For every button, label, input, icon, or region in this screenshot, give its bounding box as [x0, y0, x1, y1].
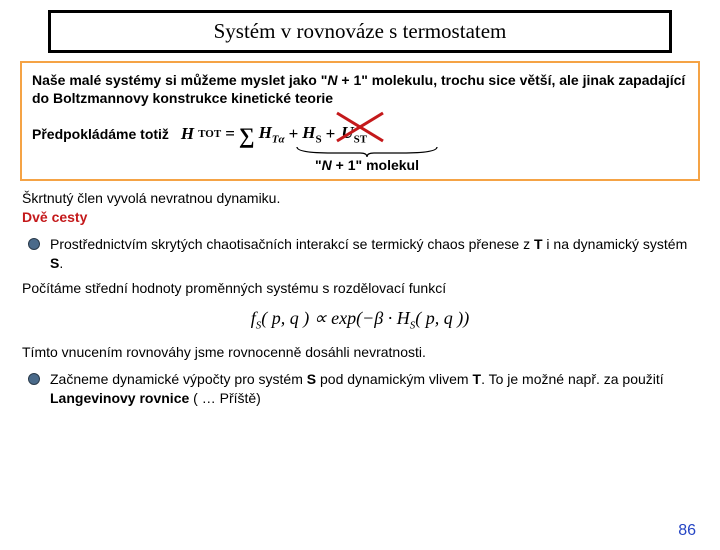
- assumption-label: Předpokládáme totiž: [32, 126, 169, 142]
- p1b: Dvě cesty: [22, 209, 87, 225]
- bullet-icon: [28, 373, 40, 385]
- bullet-1: Prostřednictvím skrytých chaotisačních i…: [22, 235, 698, 273]
- b1e: .: [59, 255, 63, 271]
- b2b: pod dynamickým vlivem: [316, 371, 472, 387]
- b2T: T: [473, 371, 482, 387]
- b2a: Začneme dynamické výpočty pro systém: [50, 371, 307, 387]
- b1S: S: [50, 255, 59, 271]
- p1a: Škrtnutý člen vyvolá nevratnou dynamiku.: [22, 190, 280, 206]
- fs-tail: ( p, q )): [415, 308, 469, 328]
- formula-hamiltonian: HTOT = ∑ HTα + HS + UST: [181, 121, 369, 147]
- page-number: 86: [678, 522, 696, 540]
- fs-args: ( p, q ) ∝ exp(−β · H: [261, 308, 409, 328]
- bullet-icon: [28, 238, 40, 250]
- sym-U: U: [341, 123, 353, 142]
- sym-plus2: +: [326, 124, 336, 144]
- intro-N: N: [327, 72, 337, 88]
- assumption-row: Předpokládáme totiž HTOT = ∑ HTα + HS + …: [32, 121, 688, 147]
- intro-a: Naše malé systémy si můžeme myslet jako …: [32, 72, 327, 88]
- bullet-1-body: Prostřednictvím skrytých chaotisačních i…: [50, 235, 698, 273]
- b1m: i na dynamický systém: [543, 236, 688, 252]
- sub-ta: Tα: [272, 134, 285, 146]
- bullet-2-body: Začneme dynamické výpočty pro systém S p…: [50, 370, 698, 408]
- para-2: Počítáme střední hodnoty proměnných syst…: [22, 279, 698, 298]
- sub-s: S: [316, 134, 322, 146]
- sym-eq: =: [225, 124, 235, 144]
- sym-H: H: [181, 124, 194, 144]
- intro-text: Naše malé systémy si můžeme myslet jako …: [32, 71, 688, 107]
- bl-a: ": [315, 157, 322, 173]
- body-content: Škrtnutý člen vyvolá nevratnou dynamiku.…: [22, 189, 698, 408]
- b2S: S: [307, 371, 316, 387]
- title-box: Systém v rovnováze s termostatem: [48, 10, 672, 53]
- para-1: Škrtnutý člen vyvolá nevratnou dynamiku.…: [22, 189, 698, 227]
- page-title: Systém v rovnováze s termostatem: [214, 19, 507, 43]
- bl-N: N: [322, 157, 332, 173]
- bl-b: + 1" molekul: [332, 157, 419, 173]
- sub-st: ST: [354, 134, 367, 146]
- sym-H2: H: [259, 123, 272, 142]
- brace-block: "N + 1" molekul: [282, 145, 452, 173]
- para-3: Tímto vnucením rovnováhy jsme rovnocenně…: [22, 343, 698, 362]
- sub-tot: TOT: [198, 128, 221, 140]
- highlight-box: Naše malé systémy si můžeme myslet jako …: [20, 61, 700, 181]
- sum-icon: ∑: [239, 123, 255, 148]
- b1a: Prostřednictvím skrytých chaotisačních i…: [50, 236, 534, 252]
- b2c: . To je možné např. za použití: [481, 371, 664, 387]
- crossed-term: UST: [339, 123, 369, 145]
- b2lang: Langevinovy rovnice: [50, 390, 189, 406]
- bullet-2: Začneme dynamické výpočty pro systém S p…: [22, 370, 698, 408]
- sym-plus1: +: [289, 124, 299, 144]
- b1T: T: [534, 236, 543, 252]
- brace-label-text: "N + 1" molekul: [282, 157, 452, 173]
- b2d: ( … Příště): [189, 390, 261, 406]
- formula-distribution: fS( p, q ) ∝ exp(−β · HS( p, q )): [22, 306, 698, 333]
- sym-H3: H: [302, 123, 315, 142]
